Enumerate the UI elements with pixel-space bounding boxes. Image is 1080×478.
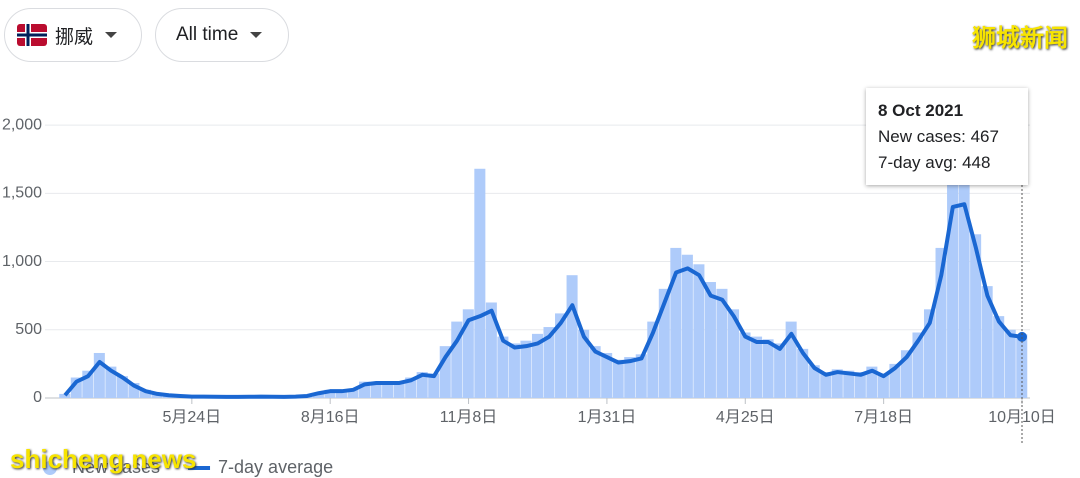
bar — [520, 340, 532, 398]
bar — [877, 373, 889, 398]
bar — [797, 348, 809, 398]
bar — [658, 288, 670, 398]
bar — [704, 282, 716, 398]
bar — [762, 339, 774, 398]
line — [63, 202, 1023, 399]
bar — [958, 179, 970, 398]
bar — [451, 321, 463, 398]
bar — [70, 377, 82, 398]
bar — [139, 389, 151, 398]
legend-swatch — [43, 461, 57, 475]
bar — [497, 336, 509, 398]
x-tick-label: 5月24日 — [162, 409, 221, 426]
bar — [359, 381, 371, 398]
bar — [716, 288, 728, 398]
bar — [531, 333, 543, 398]
bar — [635, 354, 647, 398]
bar — [589, 346, 601, 398]
bar — [970, 234, 982, 398]
bar — [647, 321, 659, 398]
y-tick-label: 0 — [33, 389, 42, 406]
x-tick-label: 7月18日 — [854, 409, 913, 426]
bar — [428, 373, 440, 398]
bar — [393, 381, 405, 398]
bar — [335, 390, 347, 398]
bar — [935, 247, 947, 398]
bar — [947, 172, 959, 398]
bar — [739, 332, 751, 398]
x-tick-label: 1月31日 — [578, 409, 637, 426]
tooltip-line: New cases: 467 — [878, 127, 999, 146]
bar — [751, 336, 763, 398]
bar — [347, 388, 359, 398]
flag — [17, 24, 47, 46]
hover-point — [1017, 331, 1027, 342]
bar — [416, 372, 428, 398]
bar — [105, 366, 117, 398]
bar — [543, 327, 555, 398]
bar — [405, 377, 417, 398]
range-select[interactable]: All time — [155, 8, 289, 62]
bar — [474, 168, 486, 398]
bar — [820, 372, 832, 398]
x-tick-label: 4月25日 — [716, 409, 775, 426]
watermark: shicheng.news — [10, 444, 197, 474]
bar — [578, 329, 590, 398]
bar — [439, 346, 451, 398]
bar — [508, 343, 520, 398]
bar — [993, 316, 1005, 398]
bar — [681, 254, 693, 398]
bar — [93, 352, 105, 398]
bar — [785, 321, 797, 398]
bar — [555, 313, 567, 398]
region-label: 挪威 — [55, 26, 94, 48]
y-tick-label: 1,500 — [2, 185, 42, 202]
tooltip-line: 7-day avg: 448 — [878, 153, 991, 172]
bar — [566, 275, 578, 398]
bar — [670, 247, 682, 398]
y-tick-label: 500 — [15, 321, 42, 338]
bar — [612, 359, 624, 398]
bar — [981, 286, 993, 398]
bar — [59, 393, 71, 398]
bar — [82, 370, 94, 398]
bar — [831, 369, 843, 398]
bar — [923, 309, 936, 398]
bar — [693, 264, 705, 398]
bar — [485, 302, 497, 398]
x-tick-label: 8月16日 — [301, 409, 360, 426]
y-tick-label: 2,000 — [2, 116, 42, 133]
bar — [601, 352, 613, 398]
bar — [370, 381, 382, 398]
bar — [889, 363, 901, 398]
bar — [912, 332, 924, 398]
range-label: All time — [176, 24, 239, 45]
x-tick-label: 11月8日 — [440, 409, 498, 426]
tooltip-date: 8 Oct 2021 — [878, 101, 964, 120]
bar — [324, 389, 336, 398]
watermark: 狮城新闻 — [972, 25, 1068, 52]
tooltip: 8 Oct 2021 New cases: 467 7-day avg: 448 — [866, 88, 1028, 185]
bar — [116, 376, 128, 398]
bar — [808, 365, 820, 398]
legend-label: New cases — [72, 457, 160, 477]
bar — [900, 350, 912, 398]
bar — [774, 343, 786, 398]
bar — [727, 309, 740, 398]
legend-label: 7-day average — [218, 457, 333, 477]
bar — [382, 382, 394, 398]
y-tick-label: 1,000 — [2, 253, 42, 270]
bar — [462, 309, 474, 398]
bar — [624, 357, 636, 398]
bar — [843, 370, 855, 398]
region-select[interactable]: 挪威 — [4, 8, 142, 62]
bar — [128, 382, 140, 398]
bar — [1004, 329, 1016, 398]
bar — [854, 372, 866, 398]
bar — [866, 366, 878, 398]
